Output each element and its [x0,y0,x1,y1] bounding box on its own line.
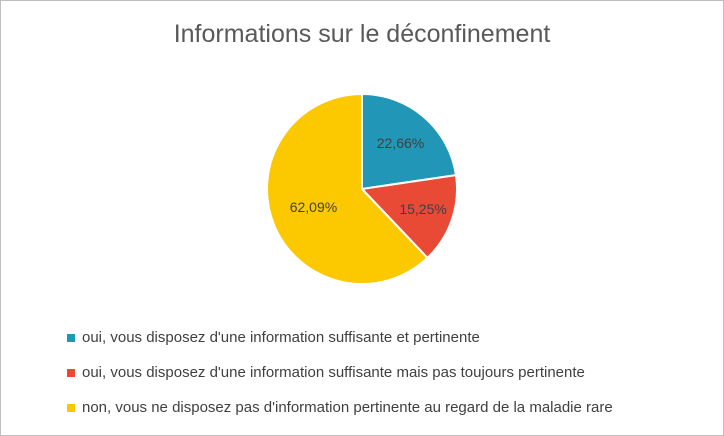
chart-title: Informations sur le déconfinement [173,20,551,48]
legend-swatch [67,369,75,377]
pie-slice [361,174,458,259]
chart-legend: oui, vous disposez d'une information suf… [67,329,613,434]
legend-label: non, vous ne disposez pas d'information … [82,399,613,416]
pie-slice [361,93,457,190]
legend-swatch [67,334,75,342]
slice-data-label: 62,09% [290,199,337,215]
legend-label: oui, vous disposez d'une information suf… [82,329,480,346]
legend-item: non, vous ne disposez pas d'information … [67,399,613,417]
pie-slice [266,93,429,285]
legend-label: oui, vous disposez d'une information suf… [82,364,585,381]
slice-data-label: 22,66% [377,135,424,151]
legend-swatch [67,404,75,412]
legend-item: oui, vous disposez d'une information suf… [67,364,613,382]
legend-item: oui, vous disposez d'une information suf… [67,329,613,347]
slice-data-label: 15,25% [399,201,446,217]
